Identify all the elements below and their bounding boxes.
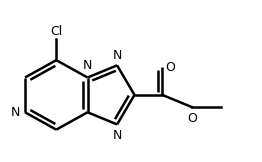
Text: N: N — [83, 59, 92, 72]
Text: O: O — [187, 112, 197, 125]
Text: Cl: Cl — [50, 25, 62, 38]
Text: N: N — [112, 49, 122, 62]
Text: O: O — [166, 61, 176, 74]
Text: N: N — [10, 106, 20, 119]
Text: N: N — [112, 129, 122, 142]
